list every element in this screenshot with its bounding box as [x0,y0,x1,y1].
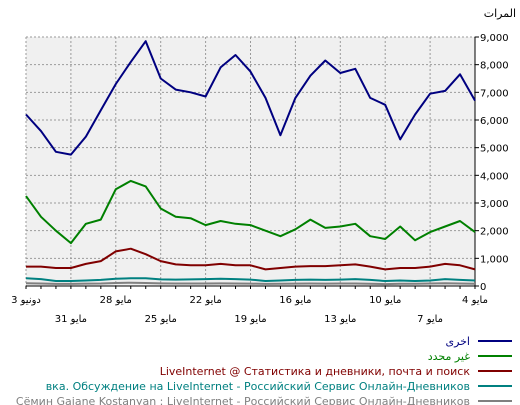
series-line [25,40,476,156]
x-tick-label: 22 مايو [189,295,221,306]
legend-label: اخرى [445,335,470,348]
legend-label: LiveInternet @ Статистика и дневники, по… [160,365,471,378]
x-tick-label: 19 مايو [234,314,266,325]
x-tick-label: 25 مايو [145,314,177,325]
grid [25,36,476,286]
x-tick-label: 7 مايو [417,314,443,325]
y-ticks: 0 1,000 2,000 3,000 4,000 5,000 6,000 7,000 8,00… [475,33,509,293]
y-axis-label: المرات [484,7,516,20]
x-tick-label: 28 مايو [100,295,132,306]
y-tick-label: 3,000 [480,199,509,210]
y-tick-label: 7,000 [480,88,509,99]
x-tick-label: 31 مايو [55,314,87,325]
series-line [26,247,476,271]
x-tick-label: 10 مايو [369,295,401,306]
x-tick-label: 4 مايو [462,295,488,306]
y-tick-label: 9,000 [480,33,509,44]
series-line [25,281,476,286]
x-tick-label: 13 مايو [324,314,356,325]
y-tick-label: 8,000 [480,61,509,72]
y-tick-label: 5,000 [480,144,509,155]
legend-label: غير محدد [428,350,471,363]
y-tick-label: 6,000 [480,116,509,127]
y-tick-label: 4,000 [480,171,509,182]
x-tick-label: 3 دونيو [11,295,41,306]
x-ticks: 4 مايو 10 مايو 16 مايو 22 مايو 28 مايو 3 دوني… [11,286,488,325]
legend-label: Сёмин Gaiane Kostanyan : LiveInternet - … [16,395,470,405]
series-line [25,179,476,245]
y-tick-label: 1,000 [480,254,509,265]
legend-label: вка. Обсуждение на LiveInternet - Россий… [46,380,470,393]
y-tick-label: 2,000 [480,227,509,238]
series-line [25,277,476,282]
legend: اخرى غير محدد LiveInternet @ Статистика и … [16,335,512,405]
y-tick-label: 0 [480,282,486,293]
series-lines [25,40,476,286]
x-tick-label: 16 مايو [279,295,311,306]
